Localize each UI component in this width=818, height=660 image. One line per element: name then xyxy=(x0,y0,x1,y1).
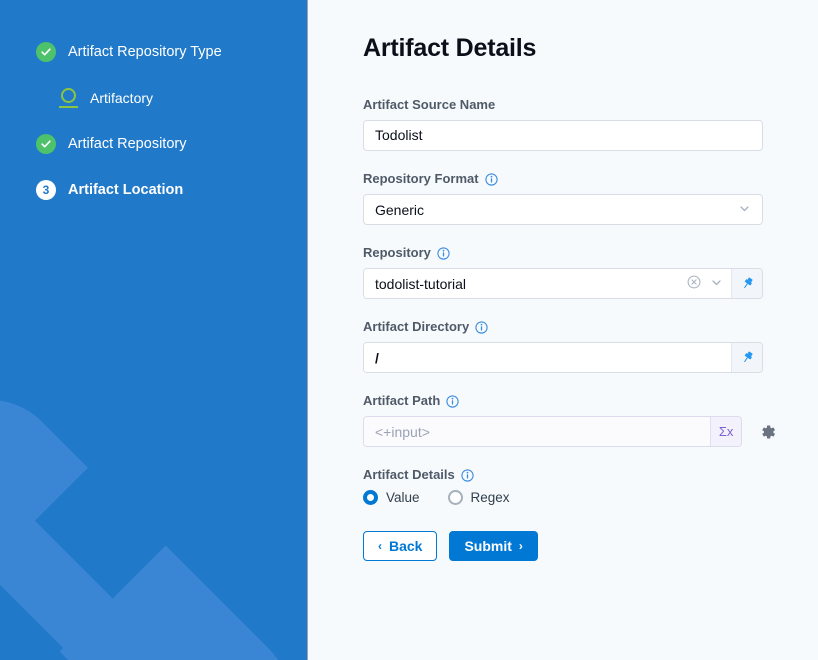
radio-indicator[interactable] xyxy=(447,490,463,505)
repository-format-label: Repository Format xyxy=(363,171,479,186)
artifactory-ring-icon xyxy=(58,88,78,108)
repository-label: Repository xyxy=(363,245,431,260)
check-circle-icon xyxy=(36,134,56,154)
info-icon[interactable] xyxy=(475,320,488,334)
expression-sigma-label: Σx xyxy=(718,424,734,439)
wizard-sidebar: Artifact Repository Type Artifactory xyxy=(0,0,308,660)
back-button-label: Back xyxy=(389,538,423,554)
artifact-path-input[interactable]: <+input> xyxy=(364,417,712,446)
info-icon[interactable] xyxy=(437,246,450,260)
field-label: Artifact Path xyxy=(363,393,778,409)
artifact-path-placeholder: <+input> xyxy=(375,423,430,440)
artifact-path-field[interactable]: <+input> Σx xyxy=(363,416,743,447)
harness-watermark-logo xyxy=(0,399,291,660)
repository-format-select[interactable]: Generic xyxy=(363,194,763,225)
radio-label: Value xyxy=(386,490,420,505)
radio-indicator[interactable] xyxy=(363,490,378,505)
artifact-path-label: Artifact Path xyxy=(363,393,441,408)
sidebar-step-artifact-repository[interactable]: Artifact Repository xyxy=(0,130,307,158)
field-artifact-source-name: Artifact Source Name Todolist xyxy=(363,97,778,151)
clear-circle-icon[interactable] xyxy=(687,275,701,292)
artifact-details-label: Artifact Details xyxy=(363,467,455,482)
pin-icon[interactable] xyxy=(732,269,762,298)
field-artifact-details: Artifact Details Value Regex xyxy=(363,467,778,505)
field-artifact-directory: Artifact Directory / xyxy=(363,319,778,373)
radio-label: Regex xyxy=(470,490,510,505)
sidebar-step-label: Artifact Location xyxy=(68,182,184,198)
field-label: Artifact Source Name xyxy=(363,97,778,113)
artifact-source-name-input[interactable]: Todolist xyxy=(363,120,763,151)
expression-sigma-icon[interactable]: Σx xyxy=(711,417,742,446)
field-repository-format: Repository Format Generic xyxy=(363,171,778,225)
radio-option-regex[interactable]: Regex xyxy=(447,490,510,505)
field-label: Repository Format xyxy=(363,171,778,187)
field-label: Repository xyxy=(363,245,778,261)
chevron-right-icon: › xyxy=(518,539,523,553)
field-label: Artifact Directory xyxy=(363,319,778,335)
back-button[interactable]: ‹ Back xyxy=(363,531,438,561)
wizard-action-buttons: ‹ Back Submit › xyxy=(363,531,778,561)
sidebar-step-label: Artifact Repository xyxy=(68,136,187,152)
gear-icon[interactable] xyxy=(757,416,778,447)
artifact-details-form: Artifact Details Artifact Source Name To… xyxy=(308,0,818,660)
sidebar-step-label: Artifact Repository Type xyxy=(68,44,222,60)
step-number-label: 3 xyxy=(36,180,56,200)
artifact-details-radio-group: Value Regex xyxy=(363,490,778,505)
sidebar-step-artifact-location[interactable]: 3 Artifact Location xyxy=(0,176,307,204)
sidebar-step-artifactory[interactable]: Artifactory xyxy=(0,84,307,112)
artifact-source-name-label: Artifact Source Name xyxy=(363,97,496,112)
wizard-steps-list: Artifact Repository Type Artifactory xyxy=(0,0,307,204)
repository-value: todolist-tutorial xyxy=(375,275,467,292)
chevron-down-icon[interactable] xyxy=(710,276,723,292)
info-icon[interactable] xyxy=(484,172,498,186)
radio-option-value[interactable]: Value xyxy=(363,490,420,505)
sidebar-step-label: Artifactory xyxy=(90,90,154,106)
step-number-icon: 3 xyxy=(36,180,56,200)
page-title: Artifact Details xyxy=(363,34,537,62)
field-label: Artifact Details xyxy=(363,467,778,483)
artifact-directory-field[interactable]: / xyxy=(363,342,763,373)
submit-button-label: Submit xyxy=(464,538,512,554)
submit-button[interactable]: Submit › xyxy=(449,531,538,561)
pin-icon[interactable] xyxy=(732,343,762,372)
field-artifact-path: Artifact Path <+input> Σx xyxy=(363,393,778,447)
repository-format-value: Generic xyxy=(375,201,425,218)
chevron-down-icon[interactable] xyxy=(738,202,751,218)
sidebar-step-artifact-repository-type[interactable]: Artifact Repository Type xyxy=(0,38,307,66)
info-icon[interactable] xyxy=(446,394,459,408)
chevron-left-icon: ‹ xyxy=(378,539,382,553)
info-icon[interactable] xyxy=(461,468,474,482)
artifact-directory-input[interactable]: / xyxy=(364,343,732,372)
repository-combobox[interactable]: todolist-tutorial xyxy=(363,268,763,299)
artifact-directory-label: Artifact Directory xyxy=(363,319,470,334)
repository-input[interactable]: todolist-tutorial xyxy=(364,269,732,298)
artifact-directory-value: / xyxy=(375,349,379,366)
check-circle-icon xyxy=(36,42,56,62)
field-repository: Repository todolist-tutorial xyxy=(363,245,778,299)
artifact-source-name-value: Todolist xyxy=(375,127,423,143)
